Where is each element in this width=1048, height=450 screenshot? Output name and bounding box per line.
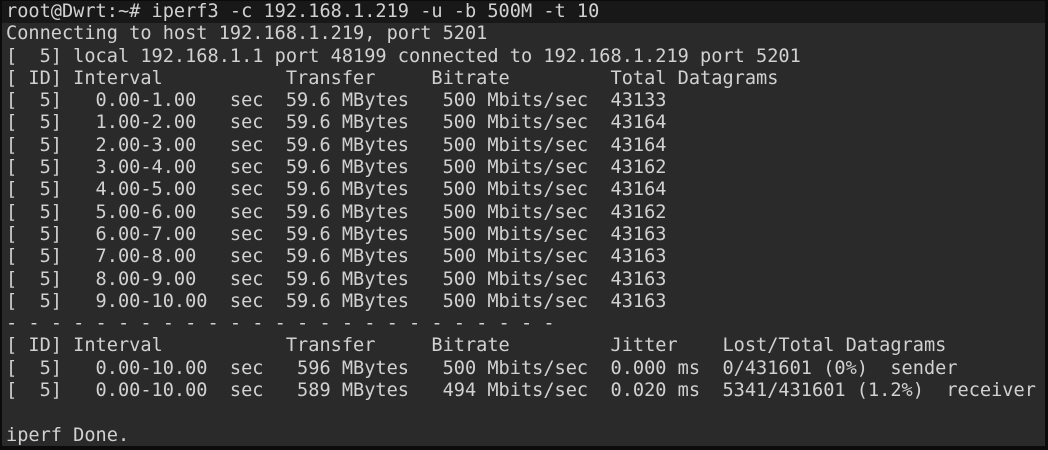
interval-row: [ 5] 0.00-1.00 sec 59.6 MBytes 500 Mbits… <box>6 90 667 112</box>
interval-row: [ 5] 1.00-2.00 sec 59.6 MBytes 500 Mbits… <box>6 112 667 134</box>
interval-table-header: [ ID] Interval Transfer Bitrate Total Da… <box>6 67 779 89</box>
interval-row: [ 5] 4.00-5.00 sec 59.6 MBytes 500 Mbits… <box>6 179 667 201</box>
interval-row: [ 5] 8.00-9.00 sec 59.6 MBytes 500 Mbits… <box>6 268 667 290</box>
summary-table-header: [ ID] Interval Transfer Bitrate Jitter L… <box>6 335 947 357</box>
blank-line <box>6 402 1045 424</box>
interval-row: [ 5] 9.00-10.00 sec 59.6 MBytes 500 Mbit… <box>6 290 667 312</box>
interval-row: [ 5] 3.00-4.00 sec 59.6 MBytes 500 Mbits… <box>6 157 667 179</box>
interval-row: [ 5] 7.00-8.00 sec 59.6 MBytes 500 Mbits… <box>6 246 667 268</box>
separator-line: - - - - - - - - - - - - - - - - - - - - … <box>6 313 555 335</box>
command-line: root@Dwrt:~# iperf3 -c 192.168.1.219 -u … <box>2 1 1045 24</box>
shell-prompt: root@Dwrt:~# <box>6 1 152 22</box>
interval-row: [ 5] 5.00-6.00 sec 59.6 MBytes 500 Mbits… <box>6 201 667 223</box>
summary-row: [ 5] 0.00-10.00 sec 589 MBytes 494 Mbits… <box>6 380 1036 402</box>
connecting-line: Connecting to host 192.168.1.219, port 5… <box>6 23 488 45</box>
summary-table-rows: [ 5] 0.00-10.00 sec 596 MBytes 500 Mbits… <box>6 358 1045 403</box>
interval-table-rows: [ 5] 0.00-1.00 sec 59.6 MBytes 500 Mbits… <box>6 90 1045 313</box>
summary-row: [ 5] 0.00-10.00 sec 596 MBytes 500 Mbits… <box>6 357 958 379</box>
iperf-command: iperf3 -c 192.168.1.219 -u -b 500M -t 10 <box>151 1 600 22</box>
interval-row: [ 5] 2.00-3.00 sec 59.6 MBytes 500 Mbits… <box>6 134 667 156</box>
local-connection-line: [ 5] local 192.168.1.1 port 48199 connec… <box>6 45 801 67</box>
done-line: iperf Done. <box>6 424 130 446</box>
interval-row: [ 5] 6.00-7.00 sec 59.6 MBytes 500 Mbits… <box>6 223 667 245</box>
